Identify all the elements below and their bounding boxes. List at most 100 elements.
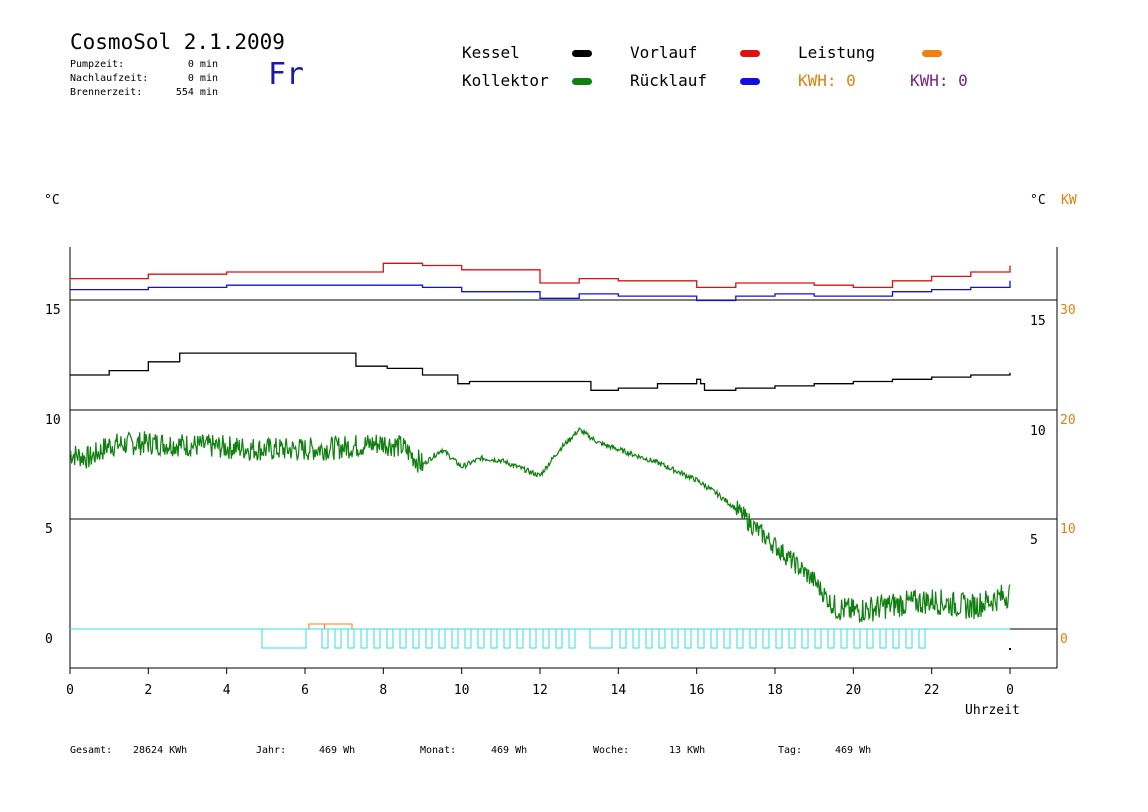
x-tick-label: 12	[532, 683, 548, 698]
pump-pulse	[684, 629, 692, 649]
pump-pulse	[814, 629, 822, 649]
pump-cycle-block-2	[589, 629, 613, 649]
left-tick-0: 0	[45, 632, 53, 647]
footer-jahr-value: 469 Wh	[319, 745, 356, 756]
footer-woche-value: 13 KWh	[669, 745, 706, 756]
pump-pulse	[697, 629, 705, 649]
series-kollektor-line	[69, 426, 1011, 624]
left-tick-15: 15	[45, 303, 61, 318]
x-tick-label: 6	[301, 683, 309, 698]
app-title: CosmoSol 2.1.2009	[70, 30, 285, 54]
pump-pulse	[425, 629, 433, 649]
stat-nachlaufzeit-value: 0 min	[187, 73, 218, 84]
right-axis-unit-kw: KW	[1061, 193, 1077, 208]
x-tick-label: 0	[66, 683, 74, 698]
footer-tag-label: Tag:	[778, 745, 803, 756]
pump-pulse	[490, 629, 498, 649]
pump-pulse	[853, 629, 861, 649]
x-tick-label: 0	[1006, 683, 1014, 698]
pump-pulse	[464, 629, 472, 649]
pump-pulse	[762, 629, 770, 649]
x-tick-label: 20	[846, 683, 862, 698]
pump-pulse	[905, 629, 913, 649]
pump-pulse	[477, 629, 485, 649]
pump-pulse	[503, 629, 511, 649]
pump-pulse	[542, 629, 550, 649]
pump-pulse	[736, 629, 744, 649]
footer-gesamt-value: 28624 KWh	[133, 745, 188, 756]
legend-kessel-swatch	[572, 50, 592, 57]
pump-pulse	[658, 629, 666, 649]
stat-brennerzeit-value: 554 min	[175, 87, 218, 98]
pump-pulse	[529, 629, 537, 649]
right-c-tick-15: 15	[1030, 314, 1046, 329]
pump-pulse	[386, 629, 394, 649]
pump-pulse	[840, 629, 848, 649]
pump-pulse	[801, 629, 809, 649]
series-rücklauf-line	[70, 280, 1011, 302]
pump-pulse	[347, 629, 355, 649]
pump-pulse	[749, 629, 757, 649]
left-axis-unit: °C	[44, 193, 60, 208]
legend-ruecklauf-swatch	[740, 78, 760, 85]
legend-leistung-label: Leistung	[798, 43, 876, 62]
pump-pulse	[827, 629, 835, 649]
pump-pulse	[788, 629, 796, 649]
pump-pulse-group	[321, 629, 926, 649]
pump-pulse	[723, 629, 731, 649]
footer-monat-value: 469 Wh	[491, 745, 528, 756]
legend-vorlauf-label: Vorlauf	[630, 43, 698, 62]
footer-tag-value: 469 Wh	[835, 745, 872, 756]
pump-pulse	[412, 629, 420, 649]
legend-leistung-swatch	[922, 50, 942, 57]
x-tick-label: 2	[144, 683, 152, 698]
x-tick-label: 4	[223, 683, 231, 698]
pump-pulse	[619, 629, 627, 649]
kwh-secondary-label: KWH: 0	[910, 71, 968, 90]
x-axis-label: Uhrzeit	[965, 703, 1020, 718]
kwh-total-label: KWH: 0	[798, 71, 856, 90]
pump-pulse	[879, 629, 887, 649]
legend-kollektor-label: Kollektor	[462, 71, 549, 90]
stat-brennerzeit-label: Brennerzeit:	[70, 87, 143, 98]
pump-pulse	[555, 629, 563, 649]
weekday-label: Fr	[268, 57, 305, 92]
pump-pulse	[373, 629, 381, 649]
right-kw-tick-30: 30	[1060, 303, 1076, 318]
left-tick-5: 5	[45, 522, 53, 537]
x-tick-label: 14	[611, 683, 627, 698]
pump-pulse	[568, 629, 576, 649]
footer-woche-label: Woche:	[593, 745, 630, 756]
right-c-tick-5: 5	[1030, 533, 1038, 548]
legend-kollektor-swatch	[572, 78, 592, 85]
legend-ruecklauf-label: Rücklauf	[630, 71, 708, 90]
pump-pulse	[632, 629, 640, 649]
x-tick-label: 22	[924, 683, 940, 698]
series-vorlauf-line	[70, 262, 1011, 289]
pump-pulse	[516, 629, 524, 649]
series-leistung-line	[308, 623, 353, 629]
x-tick-label: 8	[379, 683, 387, 698]
x-tick-label: 18	[767, 683, 783, 698]
legend-vorlauf-swatch	[740, 50, 760, 57]
pump-pulse	[334, 629, 342, 649]
stat-pumpzeit-label: Pumpzeit:	[70, 59, 125, 70]
x-tick-label: 16	[689, 683, 705, 698]
footer-jahr-label: Jahr:	[256, 745, 287, 756]
pump-pulse	[710, 629, 718, 649]
pump-pulse	[438, 629, 446, 649]
pump-pulse	[866, 629, 874, 649]
pump-cycle-block	[261, 629, 307, 649]
pump-pulse	[775, 629, 783, 649]
pump-pulse	[399, 629, 407, 649]
left-tick-10: 10	[45, 413, 61, 428]
pump-pulse	[645, 629, 653, 649]
pump-pulse	[360, 629, 368, 649]
right-kw-tick-0: 0	[1060, 632, 1068, 647]
right-kw-tick-10: 10	[1060, 522, 1076, 537]
pump-pulse	[918, 629, 926, 649]
pump-pulse	[451, 629, 459, 649]
right-kw-tick-20: 20	[1060, 413, 1076, 428]
right-axis-unit-celsius: °C	[1030, 193, 1046, 208]
